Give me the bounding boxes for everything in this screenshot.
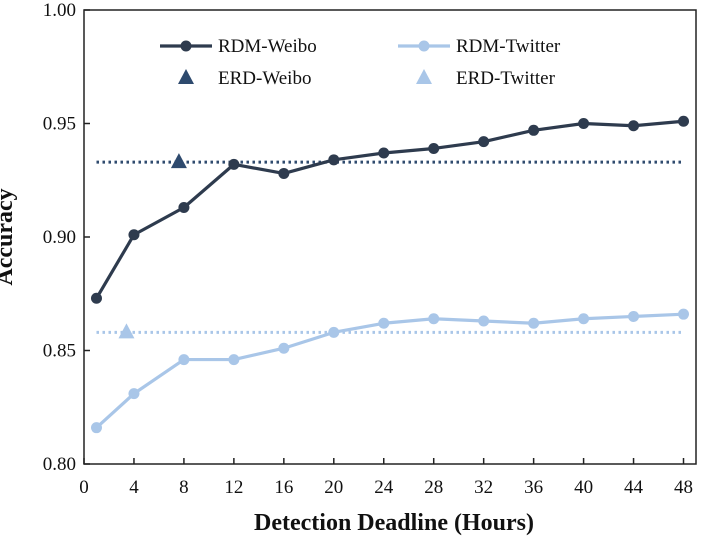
x-tick-label: 8 (179, 477, 189, 498)
data-point (328, 326, 340, 338)
y-axis-title: Accuracy (0, 188, 18, 285)
legend-label: RDM-Weibo (218, 36, 317, 57)
legend: RDM-Weibo RDM-Twitter ERD-Weibo ERD-Twitter (160, 36, 561, 89)
data-point (528, 124, 540, 136)
data-point (178, 201, 190, 213)
data-point (378, 317, 390, 329)
x-tick-label: 4 (129, 477, 139, 498)
y-tick-label: 0.80 (43, 454, 76, 475)
y-axis-ticks: 0.80 0.85 0.90 0.95 1.00 (43, 0, 90, 475)
x-tick-label: 16 (274, 477, 293, 498)
x-tick-label: 0 (79, 477, 89, 498)
data-point (628, 310, 640, 322)
x-tick-label: 36 (524, 477, 543, 498)
data-point (278, 167, 290, 179)
data-point (228, 158, 240, 170)
legend-swatch-marker (416, 69, 432, 84)
y-tick-label: 0.85 (43, 341, 76, 362)
data-point (428, 142, 440, 154)
plot-frame (83, 9, 697, 465)
data-point (478, 136, 490, 148)
legend-swatch-marker (180, 40, 192, 52)
data-point (228, 354, 240, 366)
y-tick-label: 0.95 (43, 114, 76, 135)
data-point (528, 317, 540, 329)
x-axis-title: Detection Deadline (Hours) (254, 510, 534, 536)
legend-label: RDM-Twitter (456, 36, 561, 57)
data-point (678, 115, 690, 127)
x-tick-label: 12 (224, 477, 243, 498)
x-tick-label: 32 (474, 477, 493, 498)
x-tick-label: 20 (324, 477, 343, 498)
data-point (628, 120, 640, 132)
data-point (328, 154, 340, 166)
x-tick-label: 28 (424, 477, 443, 498)
data-point (128, 229, 140, 241)
reference-lines (96, 160, 684, 334)
legend-swatch-marker (178, 69, 194, 84)
y-tick-label: 1.00 (43, 0, 76, 21)
x-tick-label: 48 (674, 477, 693, 498)
data-point (128, 388, 140, 400)
series-layer (90, 115, 690, 434)
data-point (678, 308, 690, 320)
data-point (90, 422, 102, 434)
legend-label: ERD-Twitter (456, 68, 556, 89)
x-axis-ticks: 0 4 8 12 16 20 24 28 32 36 40 44 48 (79, 458, 693, 498)
data-point (578, 118, 590, 129)
data-point-triangle (170, 153, 187, 169)
data-point (178, 354, 190, 366)
x-tick-label: 44 (624, 477, 644, 498)
data-point-triangle (118, 323, 135, 339)
y-tick-label: 0.90 (43, 227, 76, 248)
data-point (278, 342, 290, 354)
data-point (90, 292, 102, 304)
plot-border (83, 9, 697, 465)
x-tick-label: 40 (574, 477, 593, 498)
data-point (578, 313, 590, 325)
data-point (478, 315, 490, 327)
x-tick-label: 24 (374, 477, 394, 498)
data-point (428, 313, 440, 325)
legend-label: ERD-Weibo (218, 68, 311, 89)
legend-swatch-marker (418, 40, 430, 52)
data-point (378, 147, 390, 159)
